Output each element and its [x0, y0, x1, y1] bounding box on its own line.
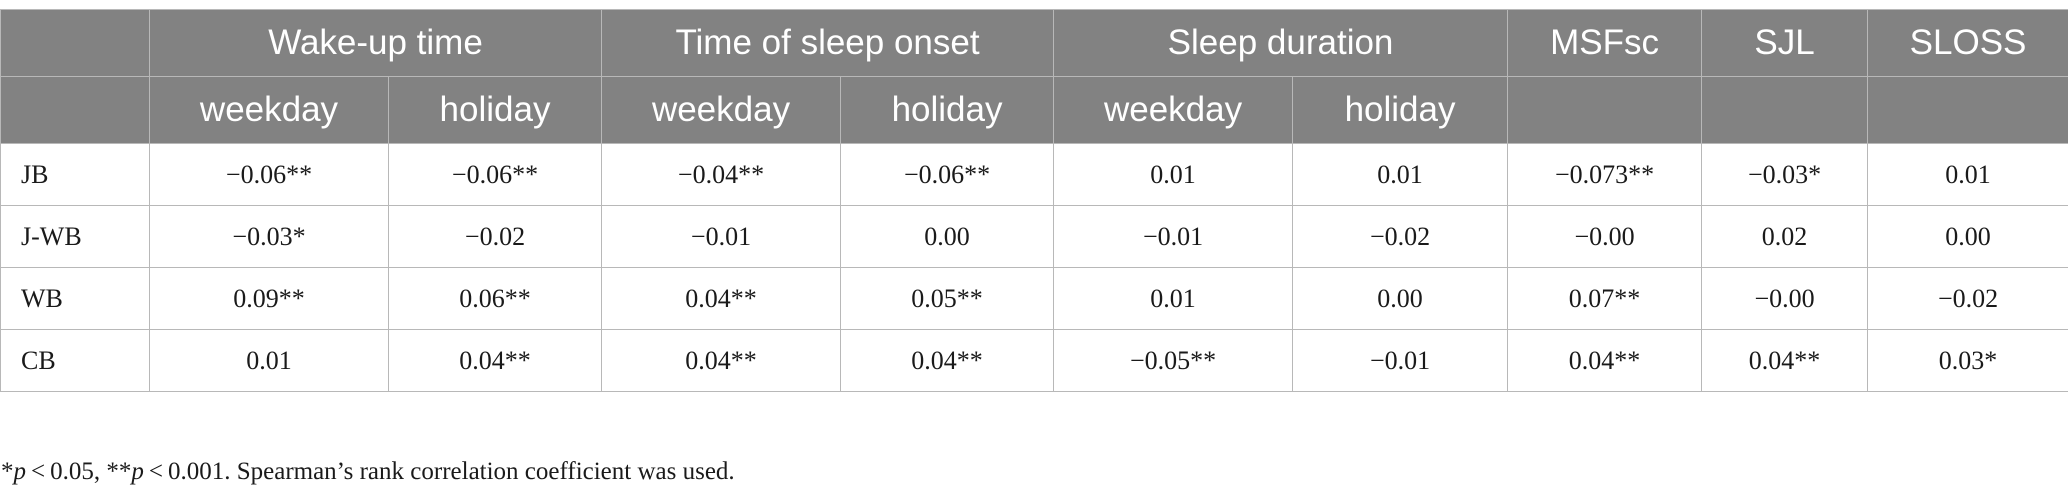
header-row-sub: weekday holiday weekday holiday weekday …	[0, 76, 2068, 144]
table-cell: 0.04**	[601, 267, 842, 330]
table-row: CB 0.01 0.04** 0.04** 0.04** −0.05** −0.…	[0, 329, 2068, 392]
table-cell: −0.01	[1292, 329, 1509, 392]
table-row: WB 0.09** 0.06** 0.04** 0.05** 0.01 0.00…	[0, 267, 2068, 330]
footnote-text: Spearman’s rank correlation coefficient …	[236, 458, 735, 485]
table-cell: 0.04**	[1701, 329, 1869, 392]
header-sleep-duration: Sleep duration	[1053, 9, 1509, 77]
row-label: J-WB	[0, 205, 150, 268]
table-cell: 0.04**	[1507, 329, 1703, 392]
footnote-sig2-mark: **	[106, 458, 132, 485]
table-header: Wake-up time Time of sleep onset Sleep d…	[0, 9, 2068, 144]
table-cell: −0.02	[387, 205, 603, 268]
table-cell: −0.01	[601, 205, 842, 268]
table-cell: 0.01	[1867, 143, 2068, 206]
header-sub-empty	[1701, 76, 1869, 144]
header-sub-empty	[1507, 76, 1703, 144]
header-duration-weekday: weekday	[1053, 76, 1294, 144]
table-row: JB −0.06** −0.06** −0.04** −0.06** 0.01 …	[0, 143, 2068, 206]
header-wake-weekday: weekday	[149, 76, 389, 144]
table-cell: 0.00	[840, 205, 1055, 268]
table-cell: 0.01	[149, 329, 389, 392]
footnote-sig1-threshold: < 0.05,	[26, 458, 107, 485]
footnote-p-symbol: p	[13, 458, 27, 485]
row-label: WB	[0, 267, 150, 330]
table-cell: 0.04**	[601, 329, 842, 392]
table-cell: −0.04**	[601, 143, 842, 206]
row-label: CB	[0, 329, 150, 392]
footnote-sig1-mark: *	[1, 458, 14, 485]
header-corner-cell	[0, 9, 150, 77]
table-cell: 0.05**	[840, 267, 1055, 330]
table-cell: −0.00	[1507, 205, 1703, 268]
header-wake-up-time: Wake-up time	[148, 9, 603, 77]
table-cell: 0.04**	[840, 329, 1055, 392]
table-cell: 0.06**	[387, 267, 603, 330]
header-sloss: SLOSS	[1867, 9, 2068, 77]
table-cell: −0.06**	[149, 143, 389, 206]
table-cell: −0.073**	[1507, 143, 1703, 206]
table-row: J-WB −0.03* −0.02 −0.01 0.00 −0.01 −0.02…	[0, 205, 2068, 268]
header-row-groups: Wake-up time Time of sleep onset Sleep d…	[0, 9, 2068, 77]
table-footnote: *p < 0.05, **p < 0.001. Spearman’s rank …	[1, 458, 735, 486]
footnote-sig2-threshold: < 0.001.	[143, 458, 237, 485]
table-cell: 0.07**	[1507, 267, 1703, 330]
row-label: JB	[0, 143, 150, 206]
header-msfsc: MSFsc	[1507, 9, 1703, 77]
table-cell: −0.06**	[840, 143, 1055, 206]
correlation-table: Wake-up time Time of sleep onset Sleep d…	[0, 9, 2068, 392]
table-cell: −0.02	[1292, 205, 1509, 268]
table-body: JB −0.06** −0.06** −0.04** −0.06** 0.01 …	[0, 143, 2068, 392]
header-wake-holiday: holiday	[387, 76, 603, 144]
table-cell: −0.06**	[387, 143, 603, 206]
table-cell: −0.03*	[149, 205, 389, 268]
table-cell: −0.00	[1701, 267, 1869, 330]
table-cell: 0.09**	[149, 267, 389, 330]
table-cell: 0.00	[1292, 267, 1509, 330]
header-sub-empty	[0, 76, 150, 144]
table-cell: −0.01	[1053, 205, 1294, 268]
header-sjl: SJL	[1701, 9, 1869, 77]
header-onset-holiday: holiday	[840, 76, 1055, 144]
table-cell: −0.02	[1867, 267, 2068, 330]
table-cell: 0.02	[1701, 205, 1869, 268]
table-cell: 0.01	[1053, 267, 1294, 330]
table-cell: 0.01	[1292, 143, 1509, 206]
table-cell: 0.00	[1867, 205, 2068, 268]
header-sub-empty	[1867, 76, 2068, 144]
footnote-p-symbol: p	[131, 458, 144, 485]
table-cell: 0.04**	[387, 329, 603, 392]
table-cell: 0.03*	[1867, 329, 2068, 392]
table-cell: −0.05**	[1053, 329, 1294, 392]
table-cell: −0.03*	[1701, 143, 1869, 206]
header-sleep-onset: Time of sleep onset	[601, 9, 1055, 77]
table-cell: 0.01	[1053, 143, 1294, 206]
header-duration-holiday: holiday	[1292, 76, 1509, 144]
header-onset-weekday: weekday	[601, 76, 842, 144]
